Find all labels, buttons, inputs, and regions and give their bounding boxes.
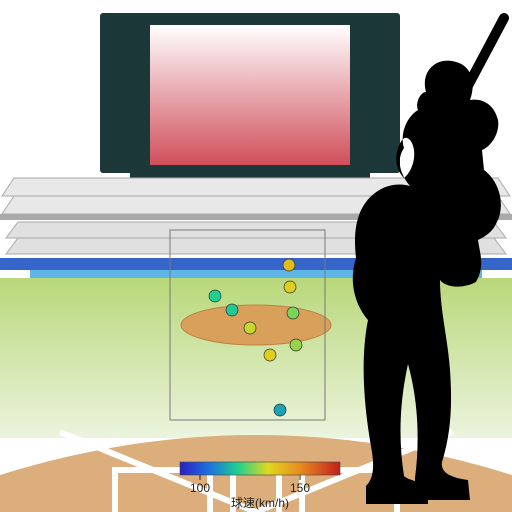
pitch-marker: [264, 349, 276, 361]
pitch-marker: [287, 307, 299, 319]
pitch-marker: [290, 339, 302, 351]
colorbar-tick: 100: [190, 481, 210, 495]
colorbar-tick: 150: [290, 481, 310, 495]
pitch-marker: [284, 281, 296, 293]
pitch-marker: [274, 404, 286, 416]
pitch-marker: [226, 304, 238, 316]
colorbar-label: 球速(km/h): [231, 496, 289, 510]
pitchers-mound: [181, 305, 331, 345]
pitch-marker: [283, 259, 295, 271]
pitch-marker: [209, 290, 221, 302]
pitch-location-chart: 100 150 球速(km/h): [0, 0, 512, 512]
pitch-marker: [244, 322, 256, 334]
